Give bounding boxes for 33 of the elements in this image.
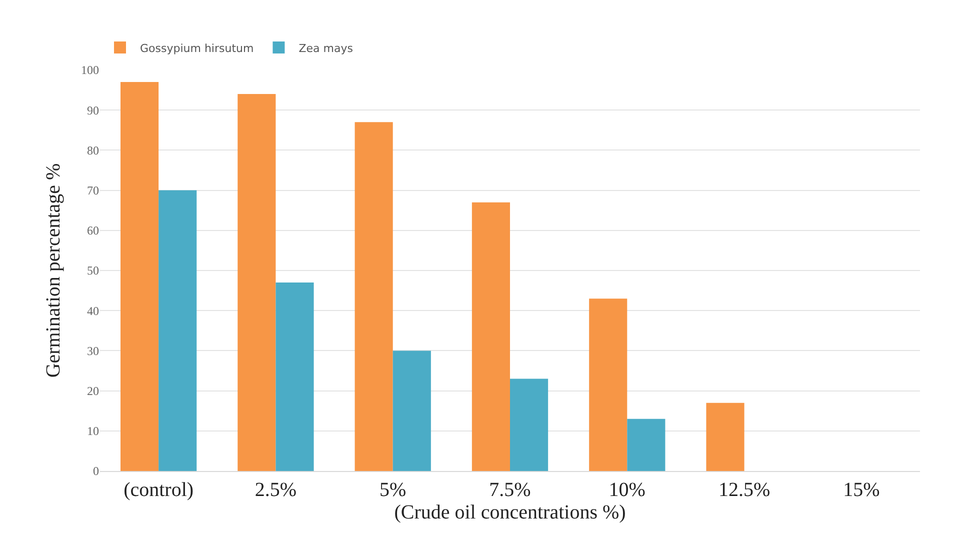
- y-tick-label: 90: [87, 103, 99, 118]
- y-tick-label: 0: [93, 464, 99, 478]
- legend-label: Gossypium hirsutum: [140, 42, 254, 55]
- x-tick-label: 2.5%: [254, 479, 297, 501]
- bar: [627, 418, 666, 471]
- bar: [706, 402, 744, 471]
- y-tick-label: 60: [87, 224, 99, 238]
- bar: [510, 378, 548, 471]
- x-tick-label: 10%: [608, 479, 646, 501]
- bar: [354, 122, 393, 471]
- bar: [276, 282, 314, 471]
- x-axis-title: (Crude oil concentrations %): [394, 502, 626, 524]
- x-tick-label: 12.5%: [718, 479, 770, 501]
- x-tick-label: 5%: [380, 479, 406, 501]
- bar: [589, 298, 628, 471]
- bar: [120, 82, 159, 471]
- bar: [158, 190, 197, 471]
- x-tick-label: (control): [124, 479, 194, 501]
- y-tick-label: 100: [81, 63, 99, 78]
- legend-label: Zea mays: [298, 42, 354, 55]
- bar: [238, 94, 276, 471]
- y-tick-label: 30: [87, 344, 99, 358]
- y-tick-label: 70: [87, 184, 99, 198]
- x-tick-label: 15%: [843, 479, 880, 501]
- y-tick-label: 50: [87, 264, 99, 278]
- bar: [392, 350, 431, 471]
- bar: [472, 202, 510, 471]
- y-tick-label: 20: [87, 384, 99, 398]
- y-tick-label: 40: [87, 304, 99, 318]
- y-tick-label: 10: [87, 424, 99, 438]
- y-axis-title: Germination percentage %: [42, 163, 64, 378]
- x-tick-label: 7.5%: [489, 479, 531, 501]
- y-tick-label: 80: [87, 143, 99, 158]
